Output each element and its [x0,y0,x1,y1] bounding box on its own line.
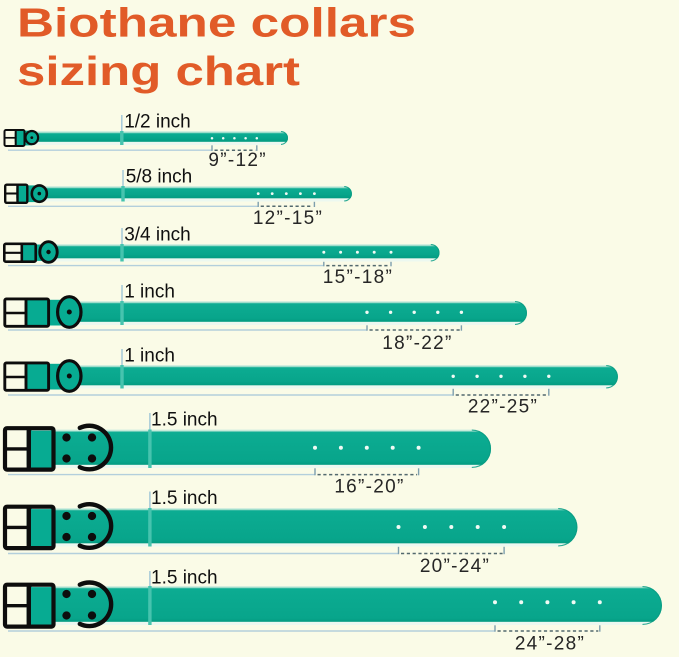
svg-text:1.5 inch: 1.5 inch [151,488,218,509]
svg-text:22”-25”: 22”-25” [468,397,538,418]
svg-text:9”-12”: 9”-12” [208,150,266,171]
svg-text:18”-22”: 18”-22” [382,333,452,354]
svg-text:1/2 inch: 1/2 inch [124,112,191,133]
svg-text:5/8 inch: 5/8 inch [126,167,193,188]
svg-text:16”-20”: 16”-20” [334,476,404,497]
svg-text:12”-15”: 12”-15” [253,208,323,229]
svg-text:15”-18”: 15”-18” [323,267,393,288]
svg-text:Biothane collars: Biothane collars [17,0,416,46]
svg-text:sizing chart: sizing chart [17,48,300,94]
svg-text:1 inch: 1 inch [124,346,175,367]
svg-text:3/4 inch: 3/4 inch [124,225,191,246]
svg-text:1.5 inch: 1.5 inch [151,568,218,589]
svg-text:24”-28”: 24”-28” [515,633,585,652]
svg-text:20”-24”: 20”-24” [420,556,490,577]
svg-text:1.5 inch: 1.5 inch [151,410,218,431]
svg-text:1 inch: 1 inch [124,282,175,303]
